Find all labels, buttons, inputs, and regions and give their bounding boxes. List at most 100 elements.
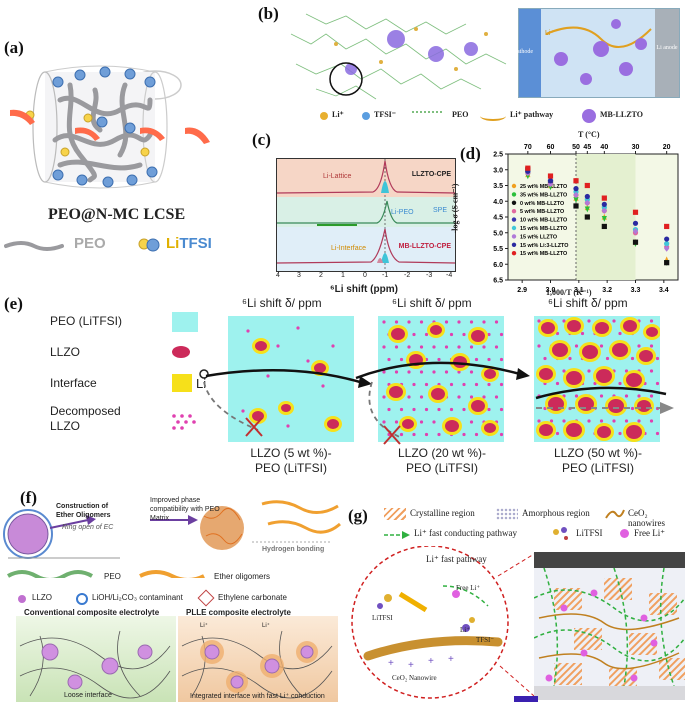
nmr-xticks: 4 3 2 1 0 -1 -2 -3 -4 [276,272,454,282]
decomposed-llzo-dot [618,431,622,436]
g-legend-1: Amorphous region [522,508,590,518]
g-litfsi-icon [553,527,568,540]
legend-e-llzo-swatch [172,346,190,358]
ceo2-nanowire [538,652,680,670]
legend-e-interface-swatch [172,374,192,392]
cathode-label: Cathode [513,49,533,55]
decomposed-llzo-dot [618,331,622,336]
x-tick-label: 3.0 [546,287,556,294]
spectrum-label-spe: SPE [432,207,447,214]
decomposed-llzo-dot [382,345,386,349]
decomposed-llzo-dot [424,382,429,387]
legend-litfsi-label: LiTFSI [166,235,212,252]
crystalline-region [629,633,657,655]
legend-litfsi-li: Li [166,235,180,252]
g-electrolyte-cross-section [534,568,685,686]
panel-f-label: (f) [20,488,37,507]
annotation-li-lattice: Li-Lattice [323,173,352,180]
decomposed-llzo-dot [394,420,399,424]
decomposed-llzo-dot [637,394,641,398]
legend-e-peo: PEO (LiTFSI) [50,314,123,328]
f-contaminant-icon [76,593,88,605]
g-legend-2: CeO₂ nanowires [628,508,665,528]
llzo-particle [626,425,642,439]
data-point [601,201,607,207]
li-pathway [534,589,685,622]
data-point [584,182,590,189]
decomposed-llzo-dot [494,320,499,324]
llzo-particle [639,350,653,362]
data-point [584,193,590,200]
panel-e: (e) PEO (LiTFSI) LLZO Interface Decompos… [0,290,685,485]
cathode-block [519,9,541,97]
legend-marker [511,251,517,256]
decomposed-llzo-dot [482,345,486,349]
data-point [632,239,639,245]
decomposed-llzo-dot [649,419,654,423]
decomposed-llzo-dot [574,394,579,398]
top-axis-title: T (°C) [578,130,600,139]
g-li-plus: Li⁺ [460,626,470,634]
caption-20wt: LLZO (20 wt %)- PEO (LiTFSI) [372,446,512,476]
xtick: 2 [319,272,323,279]
decomposed-llzo-dot [487,357,491,362]
decomposed-llzo-dot [399,432,404,437]
decomposed-llzo-dot [382,420,386,424]
f-plle-title: PLLE composite electrolyte [186,608,291,617]
panel-a: (a) PEO@N-MC LCSE [0,30,240,290]
y-tick-label: 4.5 [493,215,503,222]
svg-text:+: + [448,654,454,665]
crystalline-region [554,588,582,610]
mb-llzto-particles [545,19,652,85]
decomposed-llzo-dot [412,332,416,337]
decomposed-llzo-dot [432,420,436,424]
legend-b-2: PEO [452,110,469,119]
legend-marker [511,234,517,239]
decomposed-llzo-dot [574,344,579,348]
caption-5wt-l2: PEO (LiTFSI) [254,461,327,475]
decomposed-llzo-dot [382,370,386,374]
decomposed-llzo-dot [394,370,399,374]
llzo-particle [389,386,403,398]
f-step1b: Ring open of EC [62,524,114,531]
decomposed-llzo-dot [437,357,441,362]
free-li-dot [650,639,658,647]
g-crystalline-swatch [384,508,406,520]
decomposed-llzo-dot [612,419,616,423]
decomposed-llzo-dot [407,345,411,349]
caption-5wt: LLZO (5 wt %)- PEO (LiTFSI) [228,446,354,476]
peo-chain-icon [412,111,442,121]
li-electrode-label: Li [196,376,207,391]
legend-b-1: TFSI⁻ [374,110,397,119]
f-contaminant: LiOH/Li₂CO₃ contaminant [92,593,183,602]
f-ether: Ether oligomers [214,572,271,581]
legend-b-4: MB-LLZTO [600,110,643,119]
decomposed-llzo-dot [655,381,660,386]
legend-peo-label: PEO [74,235,106,252]
decomposed-llzo-dot [437,432,441,437]
decomposed-llzo-dot [469,345,474,349]
band-mb-llzto-cpe [277,227,455,271]
caption-5wt-l1: LLZO (5 wt %)- [250,446,332,460]
litfsi-legend-icon [138,238,160,252]
peo-network-illustration [10,65,210,189]
data-point [573,186,579,192]
decomposed-llzo-dot [424,332,429,337]
xtick: 1 [341,272,345,279]
llzo-5wt-panel [228,316,354,442]
llzo-particle [567,320,581,332]
decomposed-llzo-dot [537,419,541,423]
f-ec-icon [197,589,215,607]
panel-c: (c) LLZTO-CPE SPE MB-LLZTO-CPE Li-Lattic… [238,130,463,300]
decomposed-llzo-dot [494,395,499,399]
f-loose: Loose interface [64,692,112,699]
decomposed-llzo-dot [649,369,654,373]
llzo-particle [484,423,496,433]
spectrum-label-mb-llzto-cpe: MB-LLZTO-CPE [398,243,451,250]
free-li-dot [580,649,588,657]
decomposed-llzo-dot [537,344,541,348]
data-point [584,206,590,213]
legend-label: 10 wt% MB-LLZTO [520,218,567,224]
top-tick-label: 30 [632,144,640,151]
anode-block [655,9,679,97]
